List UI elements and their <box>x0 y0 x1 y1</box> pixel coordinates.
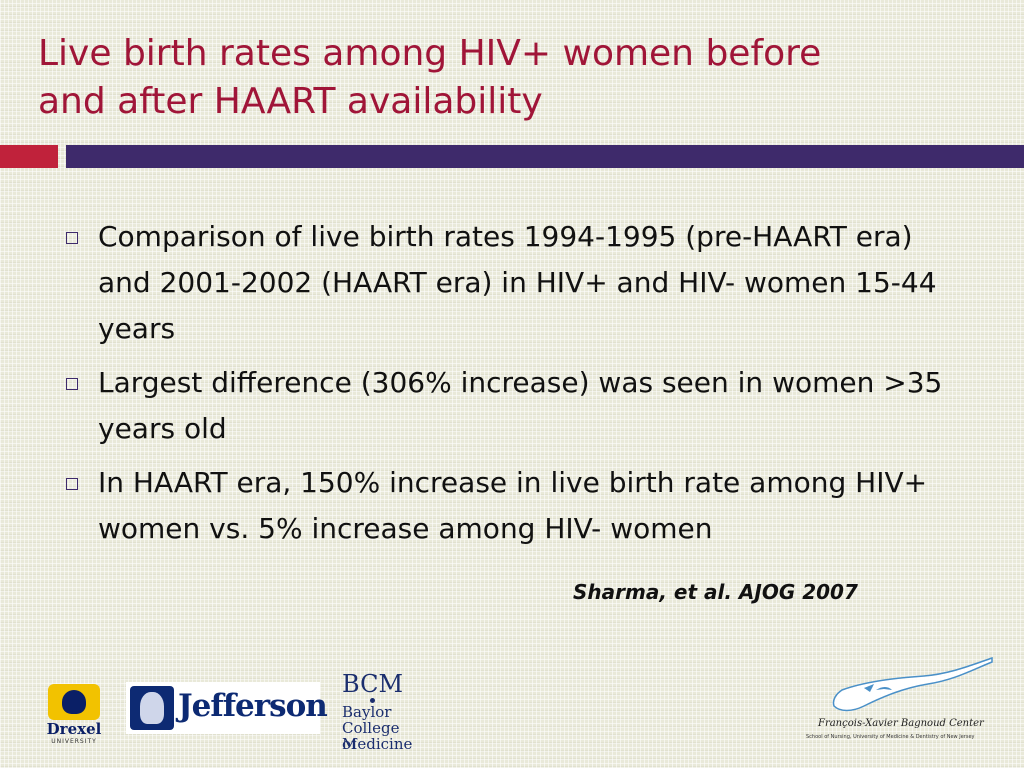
bcm-logo: BCM Baylor College of Medicine <box>338 670 412 753</box>
drexel-logo-sub: UNIVERSITY <box>51 738 97 745</box>
bullet-list: Comparison of live birth rates 1994-1995… <box>62 214 962 560</box>
bullet-item: Comparison of live birth rates 1994-1995… <box>62 214 962 352</box>
square-bullet-icon <box>66 232 78 244</box>
slide-title: Live birth rates among HIV+ women before… <box>38 30 938 126</box>
jefferson-portrait-icon <box>130 686 174 730</box>
bullet-item: In HAART era, 150% increase in live birt… <box>62 460 962 552</box>
square-bullet-icon <box>66 378 78 390</box>
jefferson-logo-name: Jefferson <box>178 688 328 724</box>
bcm-logo-line-3: Medicine <box>342 735 413 753</box>
bullet-text: In HAART era, 150% increase in live birt… <box>98 466 928 545</box>
bullet-item: Largest difference (306% increase) was s… <box>62 360 962 452</box>
new-jersey-map-icon <box>832 656 993 712</box>
drexel-dragon-icon <box>48 684 100 720</box>
bcm-dot-icon <box>370 698 375 703</box>
slide-title-line-2: and after HAART availability <box>38 81 543 122</box>
bullet-text: Largest difference (306% increase) was s… <box>98 366 943 445</box>
title-accent-bar-purple <box>66 145 1024 168</box>
fxb-logo-name: François-Xavier Bagnoud Center <box>818 718 984 729</box>
bullet-text: Comparison of live birth rates 1994-1995… <box>98 220 937 345</box>
fxb-center-logo: François-Xavier Bagnoud Center School of… <box>804 656 994 746</box>
slide-title-line-1: Live birth rates among HIV+ women before <box>38 33 822 74</box>
bcm-logo-line-2: College of <box>342 719 400 753</box>
drexel-logo-name: Drexel <box>46 720 102 738</box>
jefferson-logo: Jefferson <box>126 682 328 734</box>
drexel-logo: Drexel UNIVERSITY <box>42 682 106 750</box>
title-accent-bar-red <box>0 145 58 168</box>
fxb-logo-sub: School of Nursing, University of Medicin… <box>806 734 975 740</box>
bcm-logo-line-1: Baylor <box>342 703 392 721</box>
citation: Sharma, et al. AJOG 2007 <box>573 580 858 604</box>
bcm-logo-mark: BCM <box>342 670 404 698</box>
square-bullet-icon <box>66 478 78 490</box>
